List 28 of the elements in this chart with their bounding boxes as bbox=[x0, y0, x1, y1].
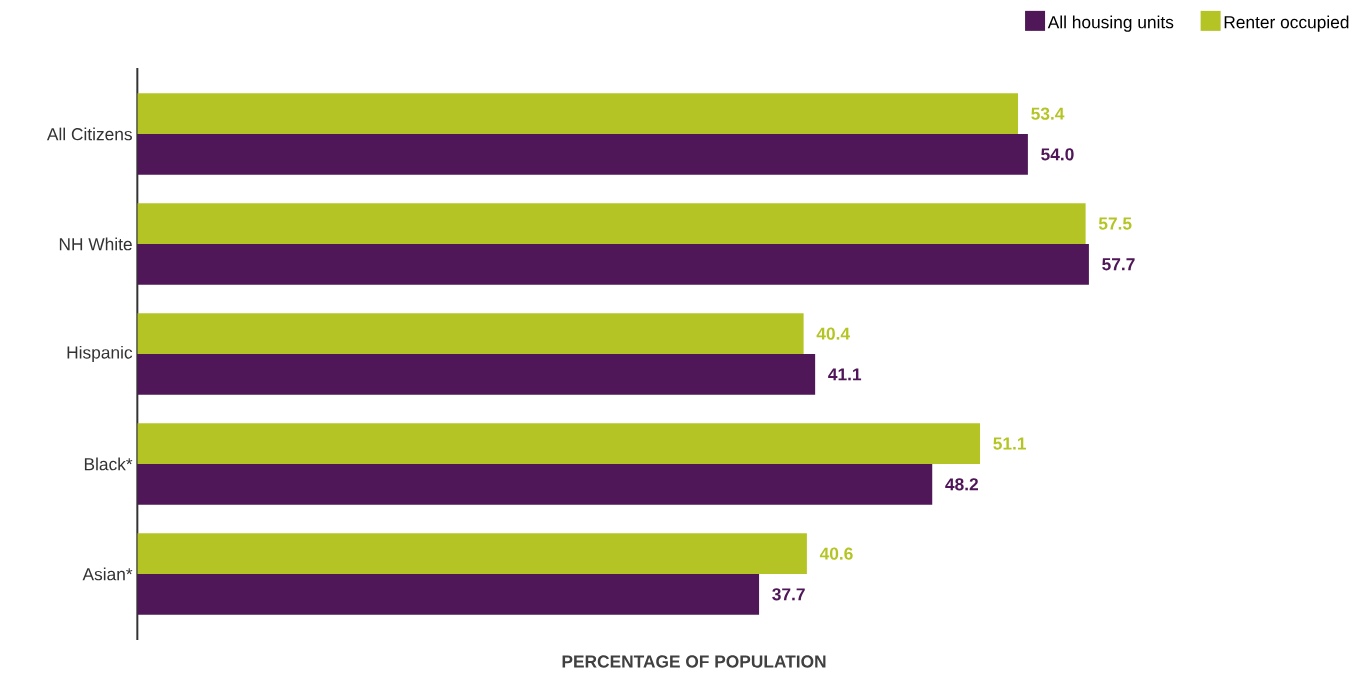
bar bbox=[137, 93, 1018, 135]
y-tick-label: All Citizens bbox=[46, 127, 132, 141]
data-label: 40.6 bbox=[819, 547, 853, 560]
bar bbox=[137, 423, 981, 465]
legend-label: Renter occupied bbox=[1224, 15, 1349, 32]
data-label: 54.0 bbox=[1041, 148, 1074, 161]
bar bbox=[137, 533, 807, 575]
y-tick-label: Black* bbox=[84, 457, 133, 471]
legend-label: All housing units bbox=[1047, 15, 1174, 32]
y-tick-label: NH White bbox=[59, 237, 132, 251]
x-axis-title: PERCENTAGE OF POPULATION bbox=[562, 655, 826, 668]
data-label: 48.2 bbox=[945, 478, 978, 491]
data-label: 51.1 bbox=[993, 437, 1027, 450]
bar bbox=[137, 574, 760, 615]
y-tick-label: Asian* bbox=[82, 567, 133, 581]
data-label: 53.4 bbox=[1031, 107, 1065, 120]
bar bbox=[137, 313, 804, 355]
bar bbox=[137, 203, 1086, 245]
bar bbox=[137, 354, 816, 395]
data-label: 40.4 bbox=[816, 327, 850, 340]
bar bbox=[137, 134, 1028, 175]
data-label: 41.1 bbox=[828, 368, 862, 381]
bar bbox=[137, 464, 933, 505]
data-label: 37.7 bbox=[772, 588, 805, 601]
data-label: 57.5 bbox=[1098, 217, 1132, 230]
bar bbox=[137, 244, 1089, 285]
data-label: 57.7 bbox=[1102, 258, 1135, 271]
y-tick-label: Hispanic bbox=[67, 346, 133, 363]
